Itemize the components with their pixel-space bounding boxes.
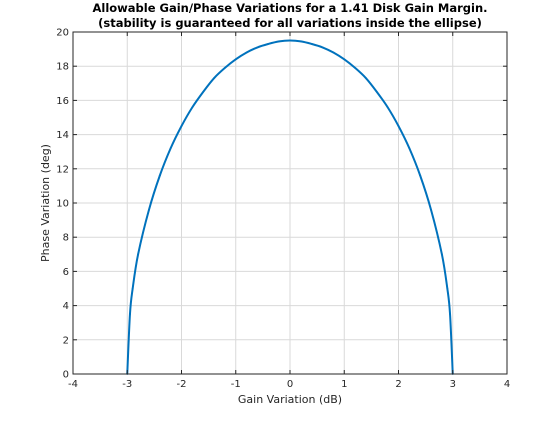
- data-point: [446, 287, 449, 290]
- data-point: [332, 51, 335, 54]
- y-axis-label: Phase Variation (deg): [39, 144, 52, 262]
- y-tick-label: 6: [63, 267, 69, 278]
- data-point: [129, 313, 131, 316]
- chart-title: Allowable Gain/Phase Variations for a 1.…: [92, 1, 487, 15]
- chart-subtitle: (stability is guaranteed for all variati…: [98, 16, 482, 30]
- x-tick-label: 3: [450, 379, 456, 390]
- data-point: [213, 77, 215, 80]
- data-point: [386, 106, 389, 109]
- data-point: [299, 40, 302, 43]
- x-tick-label: -4: [68, 379, 78, 390]
- data-point: [278, 40, 281, 43]
- y-tick-label: 8: [63, 233, 69, 244]
- data-point: [224, 67, 226, 69]
- y-tick-label: 10: [56, 199, 69, 210]
- x-tick-label: -3: [122, 379, 132, 390]
- data-point: [180, 125, 183, 127]
- data-point: [267, 43, 270, 45]
- data-point: [365, 77, 367, 80]
- data-point: [169, 147, 172, 150]
- data-point: [245, 51, 248, 54]
- data-point: [131, 287, 134, 290]
- data-point: [202, 90, 205, 93]
- y-tick-label: 18: [56, 62, 69, 73]
- y-tick-label: 20: [56, 28, 69, 39]
- x-tick-label: -1: [231, 379, 241, 390]
- y-tick-label: 12: [56, 164, 69, 175]
- data-point: [375, 90, 378, 93]
- data-point: [449, 313, 451, 316]
- data-point: [430, 208, 432, 211]
- data-point: [408, 147, 411, 150]
- data-point: [289, 39, 291, 42]
- data-point: [256, 46, 259, 49]
- data-point: [321, 46, 324, 49]
- y-tick-label: 0: [63, 370, 69, 381]
- data-point: [397, 125, 400, 127]
- data-point: [441, 253, 443, 256]
- x-tick-label: 0: [287, 379, 293, 390]
- x-tick-label: 4: [504, 379, 510, 390]
- x-tick-label: 2: [395, 379, 401, 390]
- data-point: [354, 67, 356, 69]
- y-tick-label: 16: [56, 96, 69, 107]
- y-tick-label: 2: [63, 335, 69, 346]
- data-point: [310, 43, 313, 45]
- data-point: [158, 174, 161, 177]
- data-point: [137, 253, 140, 256]
- data-point: [343, 58, 346, 61]
- x-tick-label: -2: [177, 379, 187, 390]
- data-point: [419, 174, 422, 177]
- y-tick-label: 4: [63, 301, 69, 312]
- y-tick-label: 14: [56, 130, 69, 141]
- data-point: [148, 208, 150, 211]
- data-point: [234, 58, 237, 61]
- data-point: [191, 106, 194, 109]
- x-tick-label: 1: [341, 379, 347, 390]
- x-axis-label: Gain Variation (dB): [238, 393, 342, 406]
